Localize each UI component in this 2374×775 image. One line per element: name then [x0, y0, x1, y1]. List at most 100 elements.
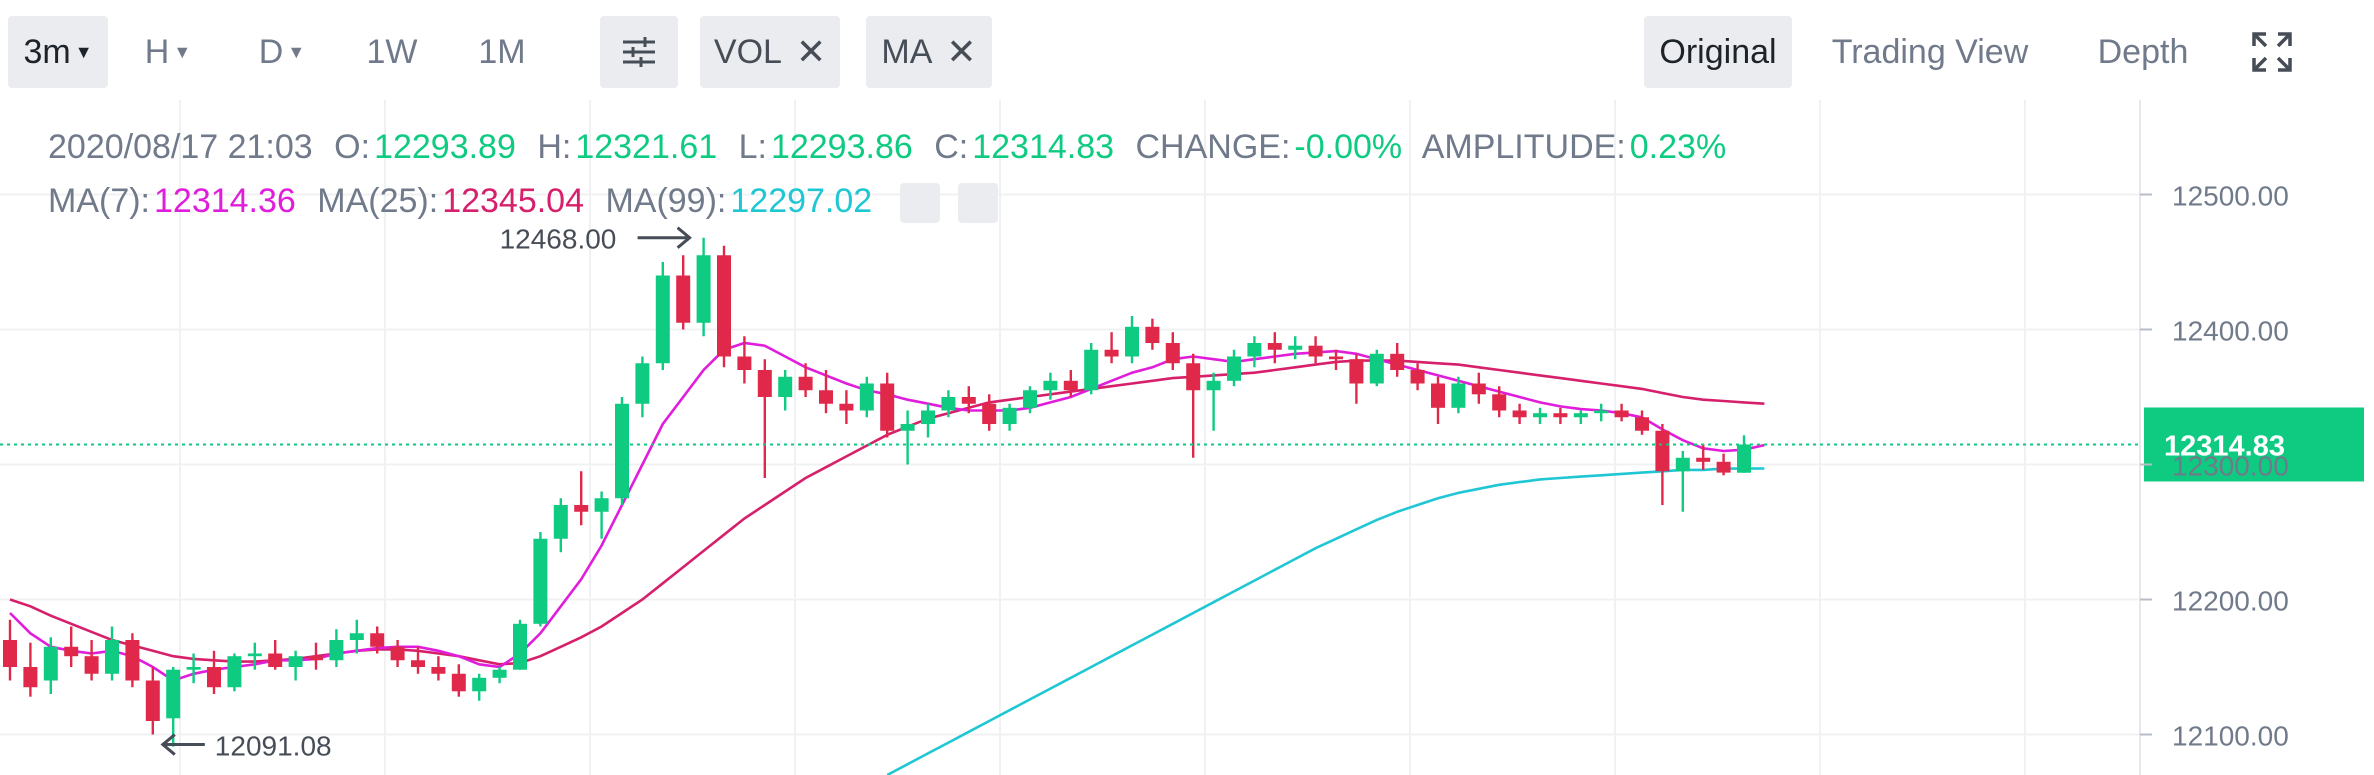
axis-tick-label: 12100.00: [2172, 721, 2289, 752]
candle-body: [1635, 417, 1649, 431]
interval-3m-label: 3m: [23, 32, 71, 71]
candle-body: [574, 505, 589, 512]
candle-body: [982, 403, 997, 424]
candle-body: [676, 275, 691, 323]
candle-body: [1104, 349, 1119, 357]
candle-body: [1084, 349, 1099, 391]
view-depth-tab[interactable]: Depth: [2097, 32, 2189, 71]
candle-body: [594, 498, 609, 512]
low-price-label: 12091.08: [215, 731, 332, 762]
candle-body: [1614, 410, 1629, 418]
candle-body: [1043, 380, 1058, 391]
candle-body: [880, 383, 895, 431]
candle-body: [1410, 370, 1425, 384]
candle-body: [166, 669, 181, 719]
expand-icon: [2252, 32, 2292, 72]
candle-body: [1145, 326, 1160, 343]
candle-body: [1512, 410, 1527, 418]
indicator-ma-chip[interactable]: MA ✕: [866, 16, 992, 88]
last-price-label: 12314.83: [2164, 430, 2285, 462]
ohlc-high-label: H:: [537, 128, 572, 166]
candle-body: [125, 640, 140, 681]
indicator-settings-button[interactable]: [600, 16, 678, 88]
ma25-value: 12345.04: [442, 182, 584, 220]
ohlc-datetime: 2020/08/17 21:03: [48, 128, 313, 166]
candle-body: [411, 660, 425, 667]
axis-tick-label: 12500.00: [2172, 181, 2289, 212]
fullscreen-button[interactable]: [2236, 16, 2308, 88]
candle-body: [288, 656, 303, 667]
candle-body: [472, 677, 487, 692]
sliders-icon: [623, 37, 655, 67]
candle-body: [390, 646, 405, 661]
candle-body: [492, 669, 507, 678]
ohlc-info: 2020/08/17 21:03 O: 12293.89 H: 12321.61 L…: [48, 128, 1738, 167]
caret-down-icon: ▼: [287, 41, 306, 62]
candle-body: [757, 370, 772, 397]
interval-1w-button[interactable]: 1W: [366, 32, 418, 71]
candle-body: [737, 356, 752, 370]
candle-body: [921, 410, 935, 424]
interval-3m-dropdown[interactable]: 3m ▼: [8, 16, 108, 88]
candle-body: [533, 538, 548, 624]
interval-1m-button[interactable]: 1M: [478, 32, 526, 71]
candle-body: [1696, 457, 1711, 462]
candle-body: [1349, 359, 1364, 384]
close-icon[interactable]: ✕: [946, 31, 977, 72]
close-icon[interactable]: ✕: [795, 31, 827, 72]
candle-body: [1594, 410, 1609, 414]
candle-body: [1125, 326, 1139, 357]
candle-body: [145, 680, 160, 721]
ohlc-open-label: O:: [334, 128, 371, 166]
candle-body: [64, 646, 79, 657]
candle-body: [1206, 380, 1221, 391]
candle-body: [431, 667, 446, 674]
candle-body: [268, 653, 283, 667]
ma7-value: 12314.36: [154, 182, 296, 220]
candle-body: [84, 656, 99, 674]
candle-body: [1002, 407, 1017, 424]
candle-body: [329, 640, 344, 661]
ohlc-close-value: 12314.83: [972, 128, 1115, 166]
ohlc-amplitude-value: 0.23%: [1629, 128, 1727, 166]
ma99-label: MA(99):: [605, 182, 727, 220]
caret-down-icon: ▼: [74, 41, 93, 62]
candle-body: [513, 623, 527, 670]
candle-body: [1165, 343, 1180, 364]
arrow-left-icon: [160, 733, 205, 756]
interval-h-dropdown[interactable]: H ▼: [138, 16, 198, 88]
chart-grid: [0, 100, 2140, 775]
candle-body: [839, 403, 854, 411]
candlestick-chart[interactable]: 12314.83 12468.00 12091.08 12500.00 12400.…: [0, 100, 2374, 775]
axis-tick-label: 12400.00: [2172, 316, 2289, 347]
candle-body: [1369, 353, 1384, 384]
price-axis: 12500.00 12400.00 12300.00 12200.00 12100.00: [2139, 100, 2289, 775]
high-price-label: 12468.00: [500, 224, 617, 255]
candle-body: [1247, 343, 1262, 357]
eye-icon[interactable]: [899, 183, 940, 224]
candle-body: [451, 673, 466, 692]
ohlc-low-value: 12293.86: [770, 128, 913, 166]
interval-d-dropdown[interactable]: D ▼: [252, 16, 312, 88]
candle-body: [1227, 356, 1241, 381]
candle-body: [1675, 457, 1690, 472]
candle-body: [1716, 461, 1731, 473]
candle-body: [1737, 444, 1751, 473]
settings-circle-icon[interactable]: [957, 183, 998, 224]
arrow-right-icon: [637, 226, 692, 249]
candle-body: [207, 667, 221, 688]
candle-body: [370, 633, 385, 647]
view-tradingview-tab[interactable]: Trading View: [1831, 32, 2029, 71]
candles: [3, 237, 1751, 747]
ohlc-change-value: -0.00%: [1294, 128, 1403, 166]
candle-body: [1288, 345, 1303, 350]
ma99-line: [886, 467, 1765, 775]
ohlc-amplitude-label: AMPLITUDE:: [1421, 128, 1626, 166]
indicator-vol-chip[interactable]: VOL ✕: [700, 16, 840, 88]
candle-body: [696, 255, 711, 323]
candle-body: [778, 376, 793, 397]
candle-body: [655, 275, 670, 364]
ma25-label: MA(25):: [317, 182, 439, 220]
view-original-tab[interactable]: Original: [1644, 16, 1792, 88]
candle-body: [553, 505, 568, 539]
